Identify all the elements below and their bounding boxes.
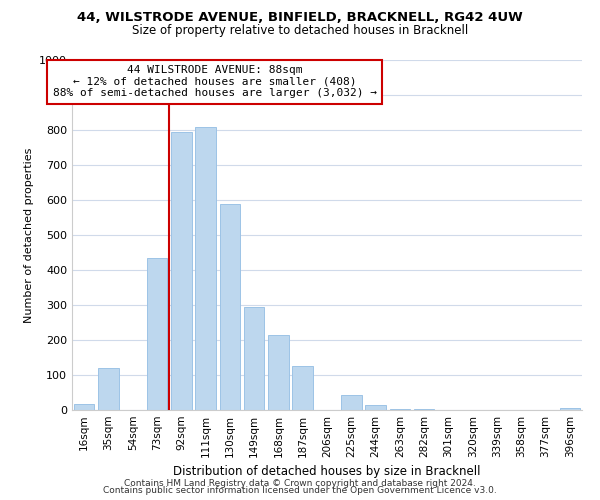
Bar: [560, 408, 580, 410]
Text: Size of property relative to detached houses in Bracknell: Size of property relative to detached ho…: [132, 24, 468, 37]
Bar: [341, 396, 362, 410]
Bar: [195, 127, 216, 410]
X-axis label: Distribution of detached houses by size in Bracknell: Distribution of detached houses by size …: [173, 466, 481, 478]
Text: Contains public sector information licensed under the Open Government Licence v3: Contains public sector information licen…: [103, 486, 497, 495]
Y-axis label: Number of detached properties: Number of detached properties: [23, 148, 34, 322]
Bar: [98, 368, 119, 410]
Bar: [220, 204, 240, 410]
Bar: [244, 308, 265, 410]
Text: 44, WILSTRODE AVENUE, BINFIELD, BRACKNELL, RG42 4UW: 44, WILSTRODE AVENUE, BINFIELD, BRACKNEL…: [77, 11, 523, 24]
Bar: [74, 404, 94, 410]
Bar: [146, 258, 167, 410]
Text: 44 WILSTRODE AVENUE: 88sqm
← 12% of detached houses are smaller (408)
88% of sem: 44 WILSTRODE AVENUE: 88sqm ← 12% of deta…: [53, 66, 377, 98]
Bar: [171, 132, 191, 410]
Bar: [292, 366, 313, 410]
Bar: [389, 409, 410, 410]
Bar: [365, 405, 386, 410]
Text: Contains HM Land Registry data © Crown copyright and database right 2024.: Contains HM Land Registry data © Crown c…: [124, 478, 476, 488]
Bar: [268, 336, 289, 410]
